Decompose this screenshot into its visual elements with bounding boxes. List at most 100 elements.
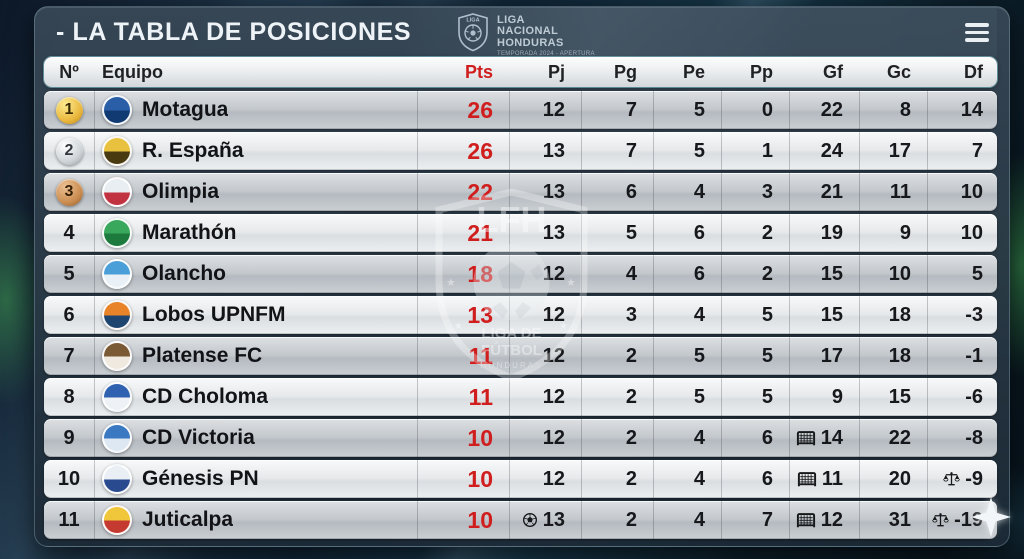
pts-cell: 11 — [417, 378, 509, 416]
pts-cell: 26 — [417, 132, 509, 170]
pj-cell: 12 — [509, 378, 581, 416]
pg-value: 5 — [625, 221, 637, 244]
pe-value: 6 — [693, 262, 705, 285]
team-badge — [102, 505, 132, 535]
pg-cell: 2 — [581, 419, 653, 457]
gf-cell: 12 — [789, 501, 859, 539]
pts-value: 26 — [467, 96, 493, 123]
pe-cell: 5 — [653, 132, 721, 170]
gf-value: 19 — [820, 221, 843, 244]
pp-value: 6 — [761, 467, 773, 490]
pts-cell: 11 — [417, 337, 509, 375]
gf-value: 14 — [820, 426, 843, 449]
pts-cell: 13 — [417, 296, 509, 334]
pts-cell: 10 — [417, 419, 509, 457]
title-bar: - LA TABLA DE POSICIONES LIGA LIGA NACIO… — [44, 7, 997, 57]
pg-value: 2 — [625, 467, 637, 490]
position-cell: 2 — [44, 132, 94, 170]
pg-cell: 7 — [581, 132, 653, 170]
pg-value: 7 — [625, 98, 637, 121]
gc-value: 10 — [888, 262, 911, 285]
gc-cell: 31 — [859, 501, 927, 539]
pj-cell: 13 — [509, 173, 581, 211]
pp-cell: 3 — [721, 173, 789, 211]
gc-value: 18 — [888, 303, 911, 326]
menu-hamburger-icon[interactable] — [965, 23, 989, 42]
pg-value: 3 — [625, 303, 637, 326]
pe-cell: 4 — [653, 419, 721, 457]
gf-cell: 15 — [789, 296, 859, 334]
gf-value: 11 — [821, 467, 843, 490]
table-row: 11 Juticalpa 10 13 2 4 7 12 31 — [44, 501, 997, 539]
pj-value: 12 — [542, 303, 565, 326]
pts-value: 21 — [467, 219, 493, 246]
pp-value: 0 — [761, 98, 773, 121]
team-badge — [102, 136, 132, 166]
pp-cell: 5 — [721, 296, 789, 334]
pj-cell: 12 — [509, 419, 581, 457]
table-row: 10 Génesis PN 10 12 2 4 6 11 20 — [44, 460, 997, 498]
gc-value: 9 — [899, 221, 911, 244]
pp-value: 2 — [761, 221, 773, 244]
pg-cell: 3 — [581, 296, 653, 334]
df-value: 10 — [960, 221, 983, 244]
position-number: 5 — [63, 262, 75, 285]
pj-value: 13 — [542, 221, 565, 244]
pts-value: 11 — [468, 383, 493, 410]
pj-value: 13 — [542, 139, 565, 162]
position-number: 8 — [63, 385, 75, 408]
pg-cell: 6 — [581, 173, 653, 211]
pe-value: 6 — [693, 221, 705, 244]
pts-value: 22 — [467, 178, 493, 205]
position-cell: 6 — [44, 296, 94, 334]
df-value: -19 — [954, 508, 983, 531]
table-row: 3 Olimpia 22 13 6 4 3 21 11 — [44, 173, 997, 211]
gf-cell: 19 — [789, 214, 859, 252]
pp-cell: 6 — [721, 460, 789, 498]
pe-value: 4 — [693, 180, 705, 203]
table-row: 1 Motagua 26 12 7 5 0 22 8 1 — [44, 91, 997, 129]
scale-icon — [943, 471, 960, 487]
position-cell: 11 — [44, 501, 94, 539]
column-header: Nº Equipo Pts Pj Pg Pe Pp Gf Gc Df — [44, 57, 997, 87]
league-logo-text: LIGA NACIONAL HONDURAS TEMPORADA 2024 - … — [497, 12, 595, 58]
pe-cell: 5 — [653, 337, 721, 375]
pj-cell: 13 — [509, 501, 581, 539]
position-number: 2 — [55, 137, 83, 165]
gc-value: 11 — [889, 180, 911, 203]
team-name: Génesis PN — [142, 467, 259, 490]
pg-value: 2 — [625, 385, 637, 408]
position-number: 4 — [63, 221, 75, 244]
position-cell: 4 — [44, 214, 94, 252]
df-value: -3 — [965, 303, 983, 326]
pe-value: 5 — [693, 344, 705, 367]
pp-cell: 2 — [721, 255, 789, 293]
table-row: 5 Olancho 18 12 4 6 2 15 10 — [44, 255, 997, 293]
standings-panel: - LA TABLA DE POSICIONES LIGA LIGA NACIO… — [34, 6, 1010, 547]
team-name: R. España — [142, 139, 244, 162]
gc-value: 17 — [888, 139, 911, 162]
gf-value: 22 — [820, 98, 843, 121]
gf-value: 24 — [820, 139, 843, 162]
gf-value: 17 — [820, 344, 843, 367]
pp-value: 1 — [761, 139, 773, 162]
table-row: 4 Marathón 21 13 5 6 2 19 9 — [44, 214, 997, 252]
gc-cell: 18 — [859, 296, 927, 334]
df-cell: 7 — [927, 132, 997, 170]
pts-cell: 22 — [417, 173, 509, 211]
df-cell: -6 — [927, 378, 997, 416]
df-value: -1 — [965, 344, 983, 367]
gc-cell: 10 — [859, 255, 927, 293]
gc-value: 18 — [888, 344, 911, 367]
pg-value: 2 — [625, 508, 637, 531]
position-cell: 9 — [44, 419, 94, 457]
gf-cell: 24 — [789, 132, 859, 170]
league-season: TEMPORADA 2024 - APERTURA — [497, 51, 595, 58]
pe-cell: 5 — [653, 91, 721, 129]
pj-value: 12 — [542, 426, 565, 449]
pts-value: 26 — [467, 137, 493, 164]
position-number: 3 — [55, 178, 83, 206]
pe-value: 4 — [693, 303, 705, 326]
goal-icon — [797, 471, 817, 487]
pg-value: 4 — [625, 262, 637, 285]
